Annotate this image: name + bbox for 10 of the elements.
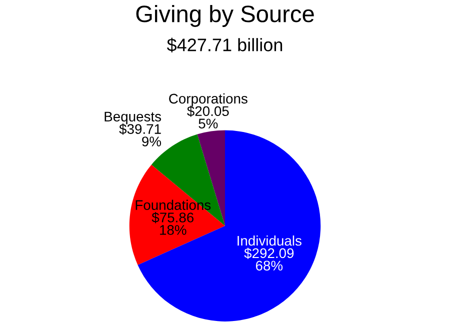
chart-title: Giving by Source	[136, 4, 314, 27]
slice-label: Bequests	[104, 112, 162, 124]
data-label: $20.05 5%	[187, 106, 229, 128]
data-label: $292.09 68%	[244, 248, 294, 271]
data-label: $39.71 9%	[119, 124, 162, 146]
slice-label: Corporations	[169, 93, 248, 106]
data-label: $75.86 18%	[152, 212, 194, 235]
slice-label: Individuals	[238, 235, 302, 246]
pie-slice	[129, 164, 225, 265]
chart-subtitle: $427.71 billion	[166, 38, 282, 52]
